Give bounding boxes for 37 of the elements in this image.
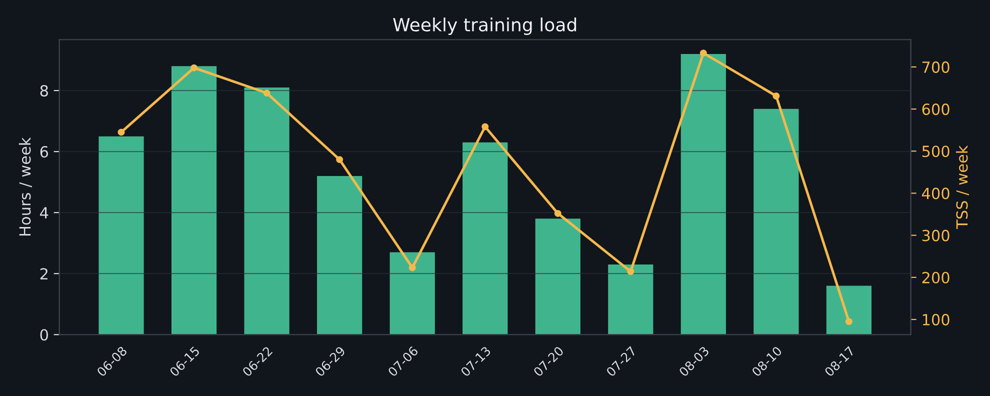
bar (608, 264, 654, 335)
point (408, 264, 416, 272)
y-tick-label: 2 (40, 268, 48, 280)
y2-tick-label: 700 (922, 61, 950, 73)
bar (390, 252, 435, 335)
point (336, 156, 344, 164)
point (263, 90, 270, 97)
y-tick-label: 6 (40, 146, 48, 158)
y-tick-label: 8 (40, 85, 48, 97)
y2-tick-label: 100 (922, 314, 950, 326)
chart-title: Weekly training load (393, 18, 576, 36)
point (845, 318, 852, 326)
bar (462, 142, 508, 335)
point (700, 50, 707, 57)
y-tick-label: 0 (40, 329, 48, 341)
bar (244, 88, 290, 335)
point (482, 123, 489, 130)
bar (98, 136, 144, 335)
y2-tick-label: 600 (922, 104, 950, 116)
bar (826, 286, 872, 335)
y-axis-title: Hours / week (18, 137, 32, 236)
y-tick-label: 4 (40, 207, 48, 218)
y2-tick-label: 200 (922, 272, 950, 284)
bar (171, 66, 217, 335)
bar (535, 218, 580, 335)
point (772, 92, 780, 100)
bar (680, 54, 726, 335)
point (627, 268, 634, 275)
y2-tick-label: 400 (922, 188, 950, 200)
point (190, 64, 198, 72)
bar (754, 108, 799, 335)
y2-axis-title: TSS / week (956, 145, 969, 230)
point (554, 210, 562, 217)
y2-tick-label: 500 (922, 146, 950, 158)
bar (317, 176, 362, 335)
y2-tick-label: 300 (922, 230, 950, 242)
point (118, 128, 125, 136)
